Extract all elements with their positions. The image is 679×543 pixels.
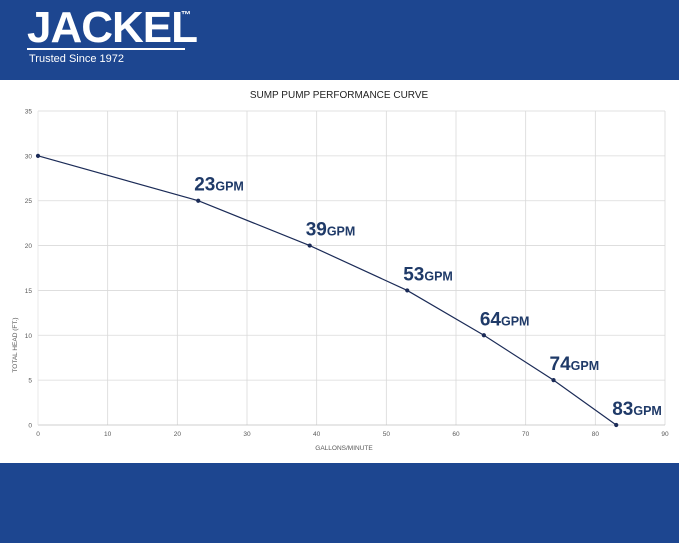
- x-tick-label: 30: [243, 431, 251, 438]
- data-point: [614, 422, 619, 428]
- flow-rate-unit: GPM: [215, 180, 243, 194]
- x-tick-label: 20: [174, 431, 182, 438]
- x-tick-label: 50: [383, 431, 391, 438]
- y-tick-label: 0: [28, 423, 32, 430]
- flow-rate-unit: GPM: [571, 359, 599, 373]
- data-point: [551, 378, 556, 383]
- x-axis-label: GALLONS/MINUTE: [315, 445, 373, 452]
- y-tick-label: 20: [25, 243, 33, 250]
- y-tick-label: 25: [25, 198, 33, 205]
- flow-rate-label: 23GPM: [194, 175, 244, 196]
- chart-title: SUMP PUMP PERFORMANCE CURVE: [250, 90, 429, 101]
- brand-name: JACKEL: [27, 3, 198, 52]
- flow-rate-label: 83GPM: [612, 399, 662, 420]
- flow-rate-label: 74GPM: [550, 354, 600, 375]
- flow-rate-value: 74: [550, 354, 572, 375]
- flow-rate-unit: GPM: [424, 269, 452, 283]
- flow-rate-unit: GPM: [327, 225, 355, 239]
- trademark-symbol: ™: [181, 10, 191, 21]
- data-point: [307, 243, 312, 248]
- x-tick-label: 0: [36, 431, 40, 438]
- flow-rate-label: 39GPM: [306, 220, 356, 241]
- y-tick-label: 5: [28, 378, 32, 385]
- x-tick-label: 70: [522, 431, 530, 438]
- flow-rate-value: 53: [403, 264, 424, 285]
- tick-labels: 0 10 20 30 40 50 60 70 80 90 0 5 10 15 20 25 30 35: [25, 109, 669, 439]
- flow-rate-unit: GPM: [633, 404, 661, 418]
- flow-rate-value: 39: [306, 220, 327, 241]
- footer-banner: [0, 463, 679, 543]
- brand-tagline: Trusted Since 1972: [29, 53, 124, 65]
- data-point: [481, 333, 486, 338]
- data-point: [35, 153, 41, 158]
- flow-rate-unit: GPM: [501, 314, 529, 328]
- flow-rate-label: 53GPM: [403, 264, 453, 285]
- data-point: [405, 288, 410, 293]
- data-point: [196, 198, 201, 203]
- flow-rate-value: 83: [612, 399, 633, 420]
- y-tick-label: 10: [25, 333, 33, 340]
- axes: [37, 111, 665, 426]
- y-tick-label: 35: [25, 109, 33, 116]
- flow-rate-label: 64GPM: [480, 309, 530, 330]
- flow-rate-value: 23: [194, 175, 215, 196]
- grid-lines: [38, 110, 666, 425]
- x-tick-label: 80: [592, 431, 600, 438]
- y-tick-label: 15: [25, 288, 33, 295]
- x-tick-label: 90: [661, 431, 669, 438]
- y-axis-label: TOTAL HEAD (FT.): [12, 317, 19, 372]
- header-banner: JACKEL ™ Trusted Since 1972: [0, 0, 679, 80]
- flow-rate-value: 64: [480, 309, 502, 330]
- logo-underline: [27, 48, 185, 50]
- x-tick-label: 10: [104, 431, 112, 438]
- brand-logo: JACKEL ™ Trusted Since 1972: [27, 3, 198, 65]
- x-tick-label: 60: [452, 431, 460, 438]
- x-tick-label: 40: [313, 431, 321, 438]
- series: [35, 153, 619, 428]
- chart-panel: 0 10 20 30 40 50 60 70 80 90 0 5 10 15 20 25 30 35 23GPM 3…: [0, 80, 679, 463]
- y-tick-label: 30: [25, 153, 33, 160]
